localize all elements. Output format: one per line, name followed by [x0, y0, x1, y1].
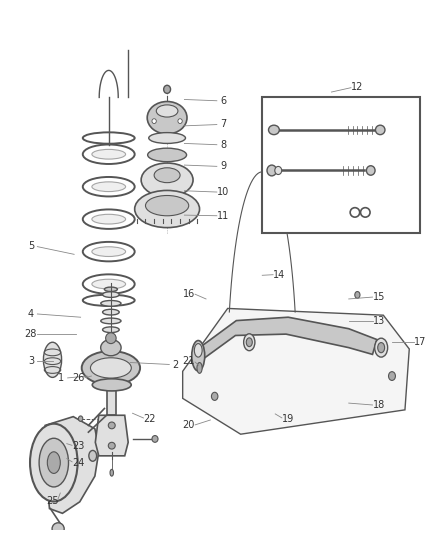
- Ellipse shape: [194, 344, 202, 357]
- Ellipse shape: [92, 379, 131, 391]
- Polygon shape: [198, 317, 377, 362]
- Ellipse shape: [374, 338, 388, 357]
- Ellipse shape: [92, 279, 126, 289]
- Ellipse shape: [110, 470, 113, 476]
- Text: 6: 6: [220, 96, 226, 106]
- Text: 1: 1: [58, 373, 64, 383]
- Text: 28: 28: [25, 329, 37, 339]
- Text: 18: 18: [373, 400, 385, 410]
- Text: 17: 17: [414, 337, 426, 347]
- Text: 21: 21: [183, 356, 195, 366]
- Ellipse shape: [91, 358, 131, 378]
- Bar: [262, 98, 420, 233]
- Text: 16: 16: [183, 288, 195, 298]
- Ellipse shape: [92, 149, 126, 159]
- Text: 2: 2: [173, 360, 179, 369]
- Ellipse shape: [378, 343, 385, 353]
- Text: 11: 11: [217, 211, 230, 221]
- Ellipse shape: [355, 292, 360, 298]
- Ellipse shape: [268, 125, 279, 135]
- Ellipse shape: [104, 287, 117, 292]
- Text: 7: 7: [220, 119, 226, 130]
- Ellipse shape: [197, 362, 202, 373]
- Text: 15: 15: [373, 292, 385, 302]
- Ellipse shape: [92, 214, 126, 224]
- Text: 12: 12: [351, 82, 364, 92]
- Ellipse shape: [212, 392, 218, 400]
- Ellipse shape: [244, 334, 255, 351]
- Text: 9: 9: [220, 161, 226, 172]
- Text: 10: 10: [217, 187, 230, 197]
- Ellipse shape: [375, 125, 385, 135]
- Ellipse shape: [102, 309, 119, 315]
- Ellipse shape: [30, 424, 78, 502]
- Ellipse shape: [101, 301, 121, 306]
- Ellipse shape: [43, 342, 62, 377]
- Ellipse shape: [145, 196, 189, 216]
- Ellipse shape: [78, 416, 83, 422]
- Ellipse shape: [52, 523, 64, 533]
- Text: 22: 22: [144, 414, 156, 424]
- Text: 24: 24: [72, 458, 85, 467]
- Ellipse shape: [101, 340, 121, 356]
- Ellipse shape: [275, 166, 282, 174]
- Ellipse shape: [141, 163, 193, 197]
- Polygon shape: [183, 309, 409, 434]
- Ellipse shape: [164, 85, 170, 93]
- Text: 13: 13: [373, 316, 385, 326]
- Text: 26: 26: [72, 373, 85, 383]
- Text: 3: 3: [28, 356, 34, 366]
- Text: 5: 5: [28, 241, 34, 251]
- Ellipse shape: [192, 341, 205, 371]
- Ellipse shape: [147, 101, 187, 134]
- Text: 20: 20: [183, 421, 195, 431]
- Ellipse shape: [154, 168, 180, 183]
- Ellipse shape: [246, 338, 252, 346]
- Bar: [107, 344, 116, 415]
- Ellipse shape: [102, 327, 119, 333]
- Text: 4: 4: [28, 309, 34, 319]
- Ellipse shape: [47, 452, 60, 473]
- Ellipse shape: [148, 148, 187, 161]
- Ellipse shape: [39, 438, 68, 487]
- Ellipse shape: [89, 450, 97, 461]
- Ellipse shape: [134, 190, 200, 228]
- Ellipse shape: [152, 435, 158, 442]
- Ellipse shape: [108, 442, 115, 449]
- Ellipse shape: [178, 119, 182, 124]
- Ellipse shape: [156, 105, 178, 117]
- Text: 25: 25: [46, 496, 59, 506]
- Text: 19: 19: [282, 414, 294, 424]
- Ellipse shape: [102, 292, 119, 297]
- Ellipse shape: [82, 351, 140, 385]
- Ellipse shape: [152, 119, 156, 124]
- Text: 8: 8: [220, 140, 226, 150]
- Ellipse shape: [149, 133, 185, 143]
- Ellipse shape: [92, 182, 126, 191]
- Text: 14: 14: [273, 270, 286, 280]
- Ellipse shape: [101, 318, 121, 324]
- Ellipse shape: [108, 422, 115, 429]
- Polygon shape: [45, 417, 99, 513]
- Polygon shape: [95, 415, 128, 456]
- Ellipse shape: [267, 165, 276, 176]
- Text: 23: 23: [72, 441, 85, 451]
- Ellipse shape: [92, 247, 126, 256]
- Ellipse shape: [367, 166, 375, 175]
- Ellipse shape: [389, 372, 396, 381]
- Ellipse shape: [106, 333, 116, 344]
